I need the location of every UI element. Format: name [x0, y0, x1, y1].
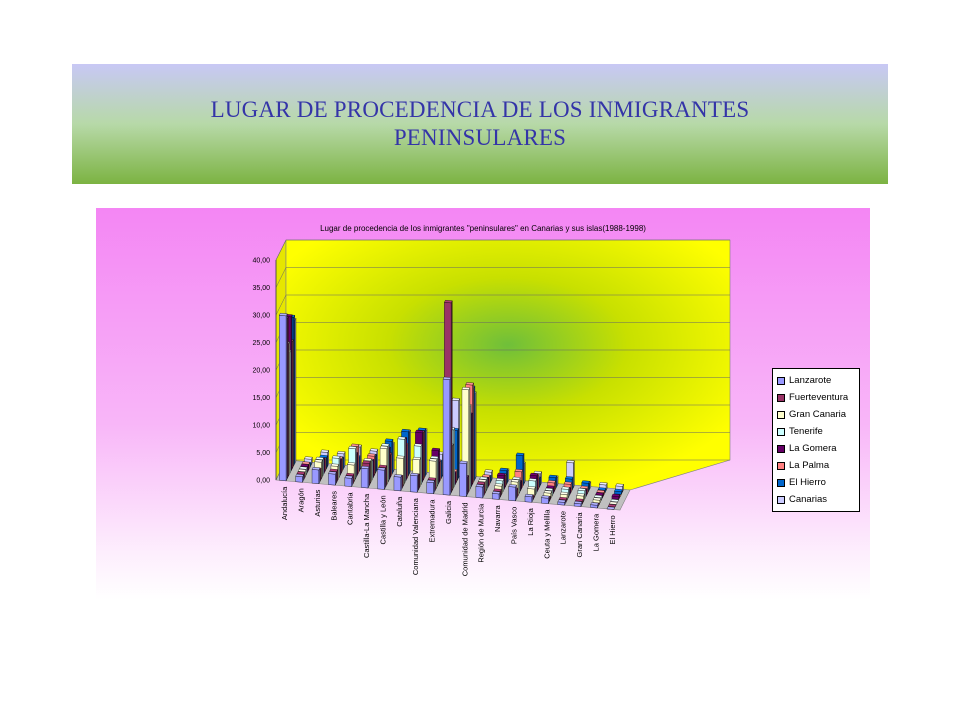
bar	[279, 312, 288, 482]
x-category-label: Gran Canaria	[575, 512, 584, 558]
legend-label: Fuerteventura	[789, 392, 849, 403]
gridline-side	[275, 267, 287, 288]
bar	[611, 493, 621, 500]
y-tick-label: 5,00	[256, 450, 270, 457]
x-category-label: Aragón	[297, 488, 306, 512]
bar	[609, 501, 618, 505]
bar	[377, 467, 386, 490]
x-category-label: Cataluña	[395, 496, 404, 527]
legend-swatch	[777, 495, 785, 504]
legend-label: El Hierro	[789, 477, 826, 488]
x-category-label: País Vasco	[510, 507, 519, 544]
bar	[311, 467, 321, 484]
x-category-label: Comunidad de Madrid	[460, 502, 469, 576]
bar	[360, 465, 370, 489]
chart-panel: Lugar de procedencia de los inmigrantes …	[96, 208, 870, 600]
x-category-label: Región de Murcia	[477, 503, 486, 563]
x-category-label: Baleares	[329, 491, 338, 521]
bar	[508, 484, 517, 502]
y-tick-label: 0,00	[256, 478, 270, 485]
legend-swatch	[777, 376, 785, 385]
gridline-side	[275, 239, 287, 261]
legend-item: Canarias	[777, 491, 855, 508]
legend-item: Gran Canaria	[777, 406, 855, 423]
bar	[557, 499, 566, 506]
x-category-label: Asturias	[313, 489, 322, 516]
y-tick-label: 30,00	[252, 313, 270, 320]
legend-label: Canarias	[789, 494, 828, 505]
legend-swatch	[777, 427, 785, 436]
legend-item: La Gomera	[777, 440, 855, 457]
legend-swatch	[777, 444, 785, 453]
legend-label: Gran Canaria	[789, 409, 847, 420]
x-category-label: Cantabria	[346, 492, 355, 525]
bar	[344, 475, 354, 487]
legend-swatch	[777, 478, 785, 487]
x-category-label: Comunidad Valenciana	[411, 497, 420, 575]
y-tick-label: 15,00	[252, 395, 270, 402]
x-category-label: La Rioja	[526, 507, 535, 535]
bar	[295, 473, 304, 483]
y-tick-label: 35,00	[252, 285, 270, 292]
legend-label: La Palma	[789, 460, 830, 471]
x-category-label: El Hierro	[608, 515, 617, 544]
x-category-label: Galicia	[444, 500, 453, 524]
x-category-label: Lanzarote	[559, 511, 568, 544]
x-category-label: Castilla y León	[378, 495, 387, 544]
slide-title-line-1: LUGAR DE PROCEDENCIA DE LOS INMIGRANTES	[210, 97, 750, 122]
chart-title: Lugar de procedencia de los inmigrantes …	[320, 224, 646, 233]
legend-item: Tenerife	[777, 423, 855, 440]
y-tick-label: 20,00	[252, 368, 270, 375]
x-category-label: Andalucía	[280, 486, 289, 520]
chart-3d-bar: Lugar de procedencia de los inmigrantes …	[252, 224, 731, 576]
legend-item: La Palma	[777, 457, 855, 474]
x-category-label: La Gomera	[591, 513, 600, 551]
bar	[573, 500, 583, 507]
legend-swatch	[777, 410, 785, 419]
bar	[393, 474, 403, 492]
x-category-label: Extremadura	[428, 499, 437, 543]
bar	[475, 484, 485, 499]
bar	[590, 502, 599, 509]
y-tick-label: 10,00	[252, 423, 270, 430]
legend-label: La Gomera	[789, 443, 837, 454]
slide-title-line-2: PENINSULARES	[393, 125, 567, 150]
bar	[614, 488, 623, 495]
bar	[606, 506, 616, 510]
bar	[410, 472, 419, 493]
bar	[524, 493, 534, 503]
x-category-label: Castilla-La Mancha	[362, 493, 371, 558]
gridline-side	[275, 294, 287, 316]
legend-item: Lanzarote	[777, 372, 855, 389]
bar	[459, 460, 468, 497]
bar	[541, 495, 550, 504]
chart-legend: Lanzarote Fuerteventura Gran Canaria Ten…	[772, 368, 860, 512]
y-tick-label: 25,00	[252, 340, 270, 347]
x-category-label: Navarra	[493, 504, 502, 532]
legend-label: Lanzarote	[789, 375, 832, 386]
legend-item: Fuerteventura	[777, 389, 855, 406]
legend-swatch	[777, 461, 785, 470]
bar	[610, 499, 619, 503]
bar	[328, 471, 337, 486]
title-banner: LUGAR DE PROCEDENCIA DE LOS INMIGRANTES …	[72, 64, 888, 184]
bar	[491, 491, 501, 500]
legend-swatch	[777, 393, 785, 402]
x-category-label: Ceuta y Melilla	[542, 509, 551, 559]
bar	[592, 497, 602, 504]
bar	[426, 479, 435, 494]
y-tick-label: 40,00	[252, 258, 270, 265]
legend-label: Tenerife	[789, 426, 823, 437]
legend-item: El Hierro	[777, 474, 855, 491]
bar	[442, 376, 452, 496]
bar	[607, 504, 617, 508]
